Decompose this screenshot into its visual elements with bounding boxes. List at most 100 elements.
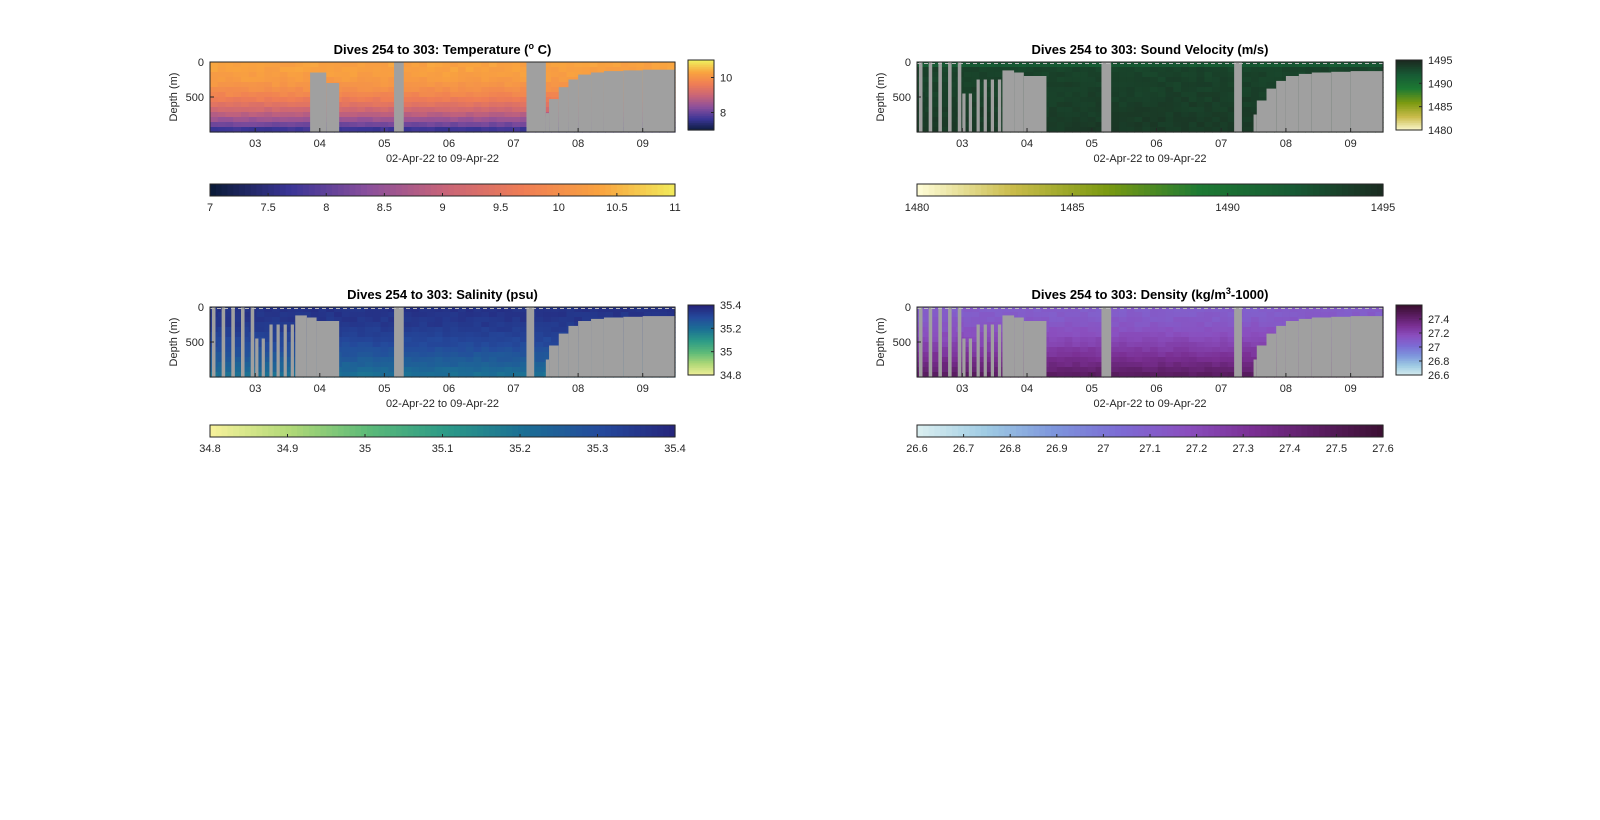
heatmap-cell (1250, 82, 1260, 88)
heatmap-cell (279, 107, 289, 113)
heatmap-cell (597, 307, 606, 313)
heatmap-cell (512, 92, 521, 98)
heatmap-cell (1219, 107, 1229, 113)
heatmap-cell (241, 347, 250, 353)
heatmap-cell (442, 97, 451, 103)
heatmap-cell (1227, 357, 1237, 363)
heatmap-cell (264, 322, 273, 328)
heatmap-cell (233, 117, 242, 123)
heatmap-cell (986, 62, 996, 68)
heatmap-cell (971, 97, 980, 103)
colorbar-segment (1190, 425, 1198, 437)
heatmap-cell (326, 307, 335, 313)
colorbar-segment (605, 184, 612, 196)
heatmap-cell (248, 72, 258, 78)
heatmap-cell (458, 87, 467, 93)
heatmap-cell (427, 87, 436, 93)
heatmap-cell (512, 332, 521, 338)
y-axis-label: Depth (m) (168, 73, 180, 122)
heatmap-cell (1118, 92, 1128, 98)
heatmap-cell (1142, 67, 1151, 73)
heatmap-cell (349, 122, 358, 128)
heatmap-cell (1126, 317, 1136, 323)
heatmap-cell (1134, 322, 1143, 328)
heatmap-cell (1336, 312, 1345, 318)
heatmap-cell (1033, 312, 1042, 318)
colorbar-segment (1396, 336, 1422, 339)
no-data-bar (1298, 73, 1312, 132)
heatmap-cell (963, 67, 972, 73)
heatmap-cell (380, 347, 389, 353)
heatmap-cell (1033, 307, 1042, 313)
heatmap-cell (940, 347, 949, 353)
heatmap-cell (940, 127, 949, 133)
heatmap-cell (341, 107, 351, 113)
heatmap-cell (264, 362, 273, 368)
heatmap-cell (489, 72, 498, 78)
heatmap-cell (520, 357, 529, 363)
heatmap-cell (458, 62, 467, 68)
heatmap-cell (326, 67, 335, 73)
colorbar-tick-label: 27 (1097, 443, 1109, 455)
colorbar-tick-label: 1490 (1428, 78, 1452, 90)
heatmap-cell (372, 127, 382, 133)
heatmap-cell (256, 67, 265, 73)
heatmap-cell (1017, 307, 1027, 313)
colorbar-segment (1132, 425, 1139, 437)
heatmap-cell (1181, 362, 1190, 368)
heatmap-cell (1049, 97, 1058, 103)
heatmap-cell (295, 87, 304, 93)
heatmap-cell (1095, 117, 1104, 123)
heatmap-cell (372, 342, 382, 348)
heatmap-cell (272, 327, 281, 333)
heatmap-cell (512, 362, 521, 368)
colorbar-segment (922, 425, 930, 437)
heatmap-cell (341, 67, 351, 73)
heatmap-cell (1165, 127, 1174, 133)
x-tick-label: 08 (1280, 138, 1292, 150)
heatmap-cell (411, 127, 420, 133)
heatmap-cell (241, 87, 250, 93)
heatmap-cell (994, 72, 1004, 78)
heatmap-cell (1033, 67, 1042, 73)
heatmap-cell (1196, 97, 1205, 103)
heatmap-cell (1212, 122, 1221, 128)
colorbar-segment (384, 184, 391, 196)
heatmap-cell (566, 67, 575, 73)
heatmap-cell (465, 122, 475, 128)
heatmap-cell (1072, 97, 1081, 103)
heatmap-cell (473, 367, 482, 373)
heatmap-cell (1196, 352, 1205, 358)
heatmap-cell (442, 112, 451, 118)
heatmap-cell (248, 87, 258, 93)
colorbar-segment (564, 425, 571, 437)
heatmap-cell (264, 87, 273, 93)
heatmap-cell (465, 97, 475, 103)
heatmap-cell (1095, 82, 1104, 88)
colorbar-segment (1167, 425, 1174, 437)
heatmap-cell (979, 337, 988, 343)
heatmap-cell (365, 357, 374, 363)
heatmap-cell (419, 347, 428, 353)
heatmap-cell (264, 347, 273, 353)
heatmap-cell (365, 97, 374, 103)
colorbar-segment (355, 184, 362, 196)
heatmap-cell (473, 62, 482, 68)
colorbar-segment (459, 425, 467, 437)
heatmap-cell (979, 77, 988, 83)
colorbar-segment (688, 68, 714, 72)
heatmap-cell (1227, 92, 1237, 98)
heatmap-cell (473, 92, 482, 98)
heatmap-cell (1064, 62, 1073, 68)
colorbar-segment (361, 184, 368, 196)
heatmap-cell (233, 352, 242, 358)
heatmap-cell (1072, 317, 1081, 323)
x-tick-label: 09 (637, 138, 649, 150)
heatmap-cell (217, 92, 227, 98)
heatmap-cell (318, 317, 327, 323)
heatmap-cell (256, 317, 265, 323)
heatmap-cell (1087, 97, 1097, 103)
heatmap-cell (489, 97, 498, 103)
colorbar-segment (582, 425, 589, 437)
colorbar-segment (1396, 359, 1422, 362)
